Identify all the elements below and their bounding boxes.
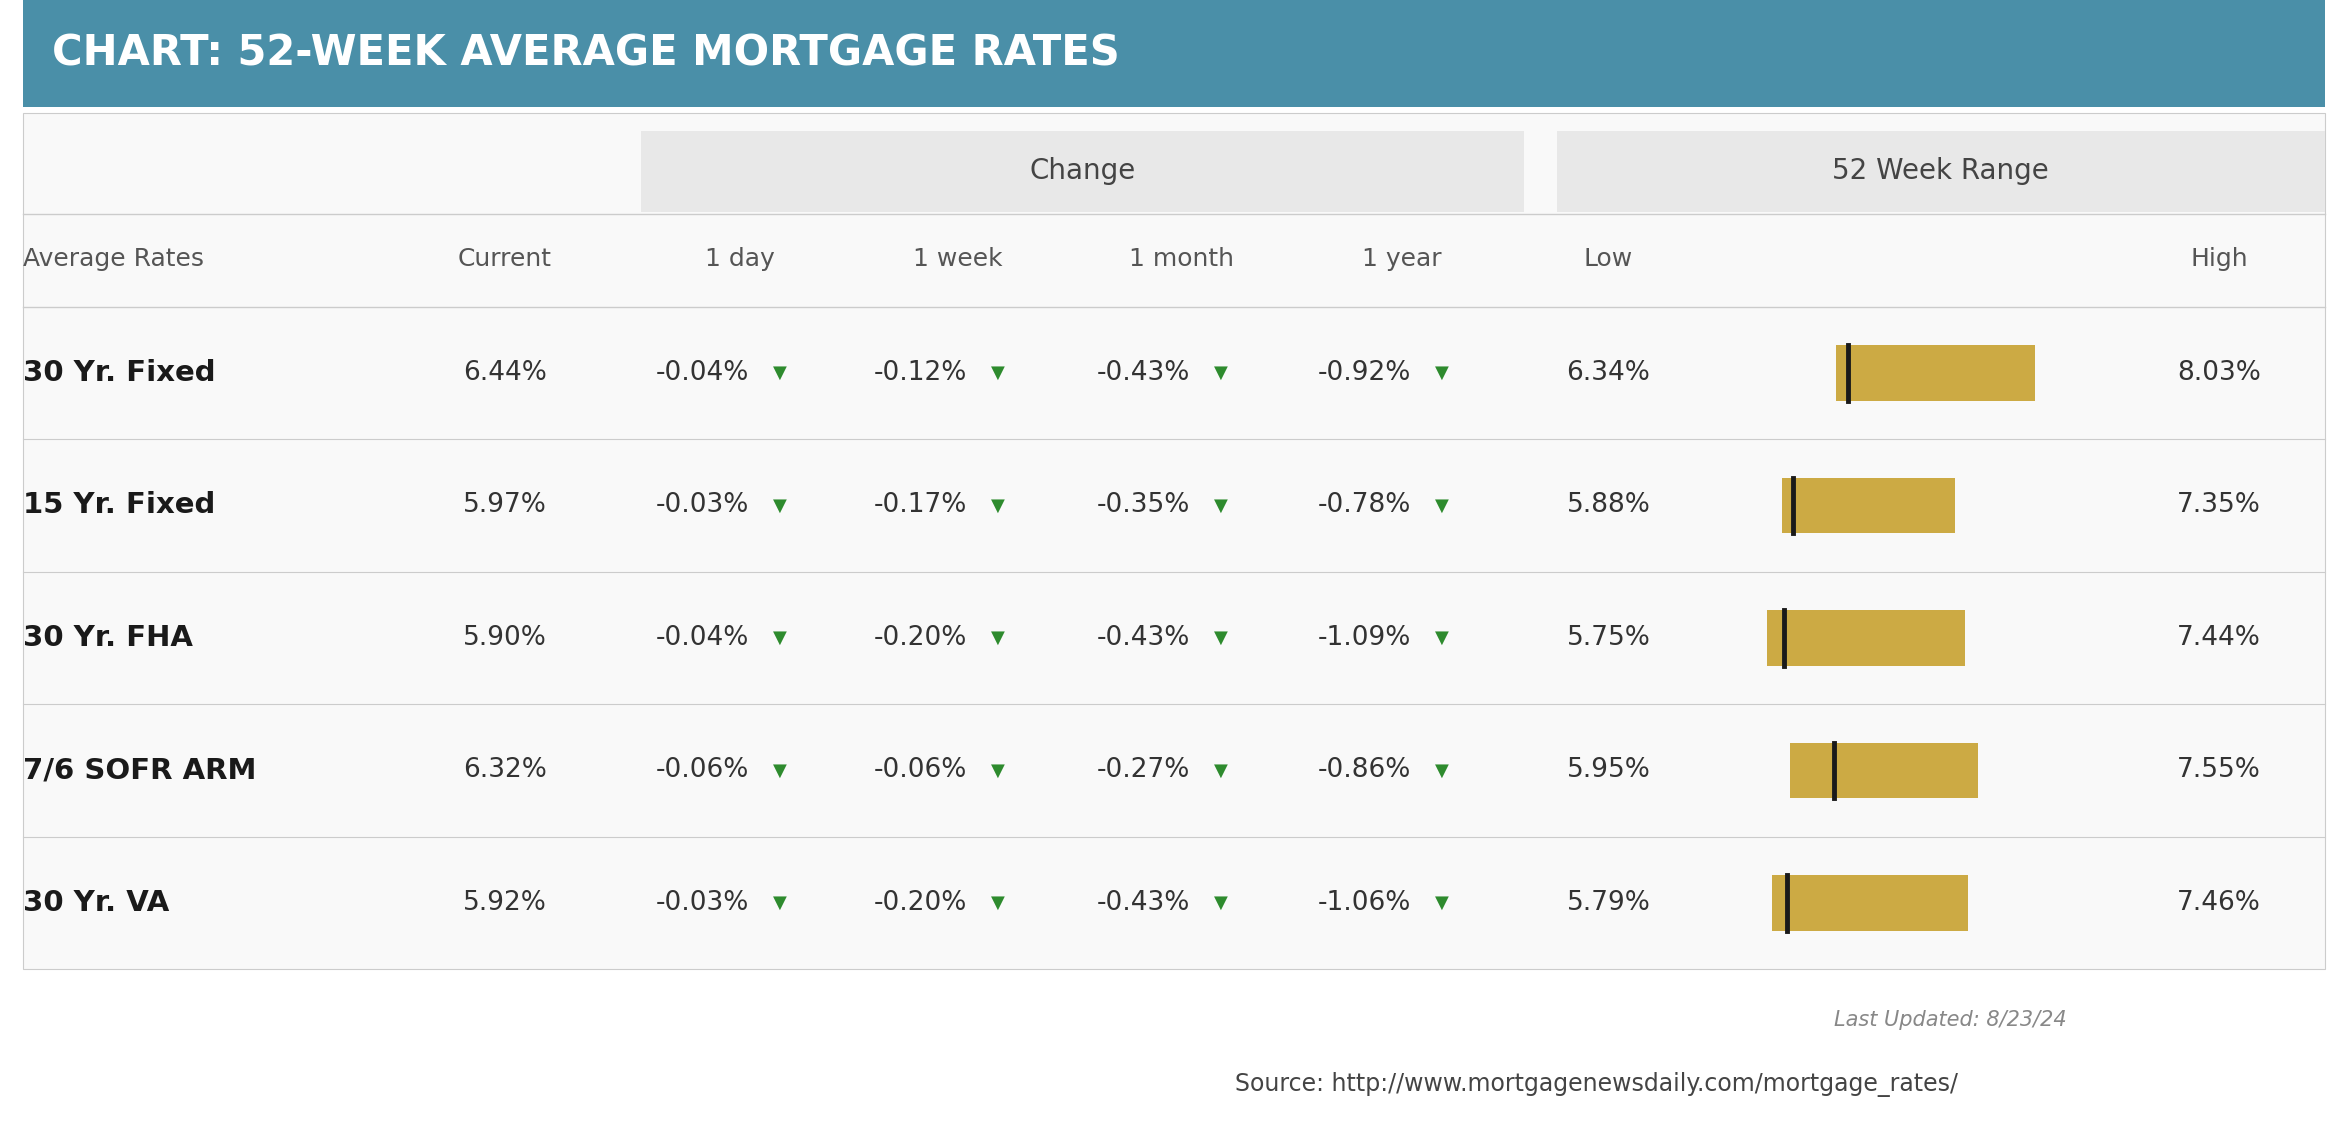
FancyBboxPatch shape <box>641 131 1524 212</box>
Text: -0.35%: -0.35% <box>1097 492 1190 518</box>
Text: ▼: ▼ <box>1214 894 1228 912</box>
Text: -0.03%: -0.03% <box>655 492 749 518</box>
Text: ▼: ▼ <box>1435 629 1449 647</box>
Text: 30 Yr. VA: 30 Yr. VA <box>23 889 169 917</box>
Text: Source: http://www.mortgagenewsdaily.com/mortgage_rates/: Source: http://www.mortgagenewsdaily.com… <box>1235 1072 1958 1097</box>
FancyBboxPatch shape <box>1557 131 2325 212</box>
Text: ▼: ▼ <box>1435 894 1449 912</box>
Text: Average Rates: Average Rates <box>23 247 204 272</box>
Text: Last Updated: 8/23/24: Last Updated: 8/23/24 <box>1834 1010 2066 1030</box>
Text: 5.90%: 5.90% <box>463 624 547 651</box>
Text: -0.17%: -0.17% <box>873 492 967 518</box>
Text: ▼: ▼ <box>772 629 787 647</box>
Text: High: High <box>2191 247 2247 272</box>
FancyBboxPatch shape <box>1770 876 1968 931</box>
Text: 5.75%: 5.75% <box>1566 624 1651 651</box>
Text: 7.35%: 7.35% <box>2177 492 2261 518</box>
Text: 8.03%: 8.03% <box>2177 360 2261 385</box>
Text: ▼: ▼ <box>991 629 1005 647</box>
Text: -0.12%: -0.12% <box>873 360 967 385</box>
Text: ▼: ▼ <box>772 364 787 382</box>
Text: ▼: ▼ <box>1214 629 1228 647</box>
Text: -0.04%: -0.04% <box>655 624 749 651</box>
Text: ▼: ▼ <box>1435 364 1449 382</box>
FancyBboxPatch shape <box>1766 610 1965 666</box>
Text: 1 week: 1 week <box>913 247 1003 272</box>
Text: ▼: ▼ <box>1214 364 1228 382</box>
Text: 5.97%: 5.97% <box>463 492 547 518</box>
Text: ▼: ▼ <box>772 496 787 514</box>
Text: 1 day: 1 day <box>704 247 775 272</box>
Text: -0.20%: -0.20% <box>873 624 967 651</box>
Text: -0.43%: -0.43% <box>1097 624 1190 651</box>
Text: -0.04%: -0.04% <box>655 360 749 385</box>
Text: Change: Change <box>1028 158 1136 185</box>
FancyBboxPatch shape <box>23 113 2325 969</box>
Text: -0.06%: -0.06% <box>655 757 749 783</box>
FancyBboxPatch shape <box>1789 743 1977 798</box>
Text: -0.43%: -0.43% <box>1097 360 1190 385</box>
Text: ▼: ▼ <box>1435 496 1449 514</box>
Text: -0.43%: -0.43% <box>1097 890 1190 916</box>
Text: 5.79%: 5.79% <box>1566 890 1651 916</box>
Text: 1 year: 1 year <box>1362 247 1442 272</box>
Text: 7/6 SOFR ARM: 7/6 SOFR ARM <box>23 756 256 784</box>
Text: ▼: ▼ <box>1435 762 1449 780</box>
Text: 52 Week Range: 52 Week Range <box>1831 158 2050 185</box>
Text: ▼: ▼ <box>772 894 787 912</box>
Text: -0.03%: -0.03% <box>655 890 749 916</box>
Text: ▼: ▼ <box>991 894 1005 912</box>
Text: 6.32%: 6.32% <box>463 757 547 783</box>
Text: 7.44%: 7.44% <box>2177 624 2261 651</box>
Text: Low: Low <box>1585 247 1632 272</box>
FancyBboxPatch shape <box>23 0 2325 107</box>
Text: 15 Yr. Fixed: 15 Yr. Fixed <box>23 491 216 520</box>
Text: -1.06%: -1.06% <box>1317 890 1411 916</box>
Text: 5.92%: 5.92% <box>463 890 547 916</box>
Text: -0.06%: -0.06% <box>873 757 967 783</box>
Text: 6.44%: 6.44% <box>463 360 547 385</box>
Text: ▼: ▼ <box>991 496 1005 514</box>
Text: 7.46%: 7.46% <box>2177 890 2261 916</box>
Text: Current: Current <box>458 247 552 272</box>
Text: -0.78%: -0.78% <box>1317 492 1411 518</box>
Text: 5.95%: 5.95% <box>1566 757 1651 783</box>
Text: ▼: ▼ <box>772 762 787 780</box>
Text: 5.88%: 5.88% <box>1566 492 1651 518</box>
Text: 1 month: 1 month <box>1129 247 1233 272</box>
FancyBboxPatch shape <box>1782 478 1954 533</box>
Text: ▼: ▼ <box>1214 762 1228 780</box>
Text: 6.34%: 6.34% <box>1566 360 1651 385</box>
Text: ▼: ▼ <box>991 762 1005 780</box>
Text: 30 Yr. Fixed: 30 Yr. Fixed <box>23 358 216 387</box>
Text: -1.09%: -1.09% <box>1317 624 1411 651</box>
Text: ▼: ▼ <box>1214 496 1228 514</box>
FancyBboxPatch shape <box>1836 345 2033 400</box>
Text: -0.92%: -0.92% <box>1317 360 1411 385</box>
Text: CHART: 52-WEEK AVERAGE MORTGAGE RATES: CHART: 52-WEEK AVERAGE MORTGAGE RATES <box>52 33 1120 74</box>
Text: -0.20%: -0.20% <box>873 890 967 916</box>
Text: 30 Yr. FHA: 30 Yr. FHA <box>23 624 193 651</box>
Text: -0.27%: -0.27% <box>1097 757 1190 783</box>
Text: -0.86%: -0.86% <box>1317 757 1411 783</box>
Text: ▼: ▼ <box>991 364 1005 382</box>
Text: 7.55%: 7.55% <box>2177 757 2261 783</box>
